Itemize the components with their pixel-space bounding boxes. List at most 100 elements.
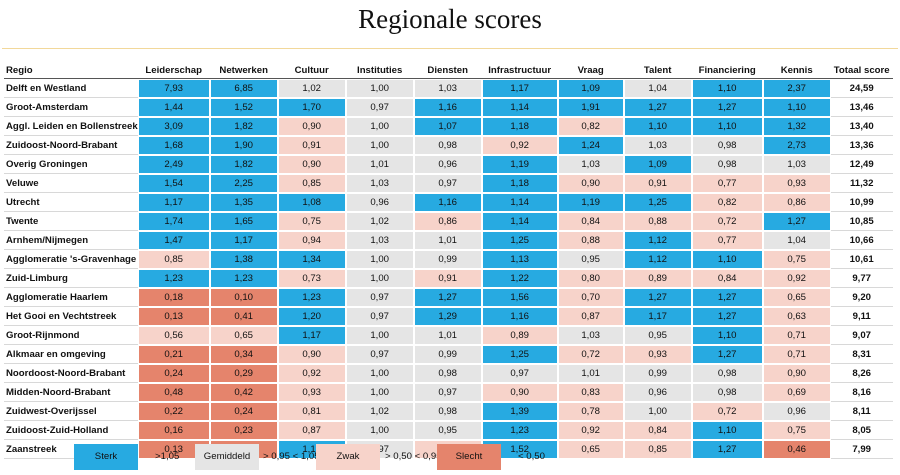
total-score-cell: 8,16 bbox=[830, 383, 893, 402]
score-cell: 0,90 bbox=[481, 383, 558, 402]
score-cell: 0,10 bbox=[209, 288, 278, 307]
score-cell: 0,75 bbox=[762, 250, 831, 269]
score-cell: 1,27 bbox=[413, 288, 482, 307]
score-cell: 1,74 bbox=[137, 212, 210, 231]
score-cell: 0,91 bbox=[623, 174, 692, 193]
score-cell: 0,24 bbox=[209, 402, 278, 421]
score-cell: 1,16 bbox=[413, 193, 482, 212]
score-cell: 0,89 bbox=[481, 326, 558, 345]
score-cell: 1,00 bbox=[345, 383, 414, 402]
score-cell: 0,97 bbox=[345, 345, 414, 364]
page-title: Regionale scores bbox=[358, 4, 542, 34]
score-cell: 1,22 bbox=[481, 269, 558, 288]
score-cell: 1,10 bbox=[691, 326, 763, 345]
score-cell: 1,27 bbox=[762, 212, 831, 231]
score-cell: 1,08 bbox=[277, 193, 346, 212]
total-score-cell: 8,11 bbox=[830, 402, 893, 421]
score-cell: 1,23 bbox=[209, 269, 278, 288]
score-cell: 1,44 bbox=[137, 98, 210, 117]
score-cell: 3,09 bbox=[137, 117, 210, 136]
score-cell: 1,27 bbox=[691, 307, 763, 326]
score-cell: 1,27 bbox=[623, 98, 692, 117]
score-cell: 1,17 bbox=[481, 79, 558, 98]
score-cell: 0,92 bbox=[557, 421, 624, 440]
total-score-cell: 10,61 bbox=[830, 250, 893, 269]
legend-swatch-zwak: Zwak bbox=[316, 444, 380, 470]
table-row: Zuid-Limburg 1,23 1,23 0,73 1,00 0,91 1,22 0,80… bbox=[4, 269, 893, 288]
score-cell: 0,78 bbox=[557, 402, 624, 421]
column-header: Talent bbox=[623, 63, 692, 79]
score-cell: 0,89 bbox=[623, 269, 692, 288]
column-header: Totaal score bbox=[830, 63, 893, 79]
score-cell: 0,90 bbox=[277, 345, 346, 364]
total-score-cell: 8,05 bbox=[830, 421, 893, 440]
score-cell: 1,38 bbox=[209, 250, 278, 269]
score-cell: 1,18 bbox=[481, 174, 558, 193]
score-cell: 0,86 bbox=[413, 212, 482, 231]
score-cell: 1,23 bbox=[481, 421, 558, 440]
score-cell: 0,98 bbox=[413, 364, 482, 383]
score-cell: 1,03 bbox=[557, 155, 624, 174]
score-cell: 1,00 bbox=[345, 136, 414, 155]
score-cell: 0,96 bbox=[762, 402, 831, 421]
score-cell: 1,00 bbox=[345, 421, 414, 440]
score-cell: 2,49 bbox=[137, 155, 210, 174]
score-cell: 1,34 bbox=[277, 250, 346, 269]
score-cell: 1,70 bbox=[277, 98, 346, 117]
score-cell: 1,12 bbox=[623, 231, 692, 250]
score-cell: 0,99 bbox=[623, 364, 692, 383]
score-cell: 0,93 bbox=[623, 345, 692, 364]
score-cell: 0,90 bbox=[557, 174, 624, 193]
score-cell: 0,90 bbox=[277, 117, 346, 136]
score-cell: 0,71 bbox=[762, 345, 831, 364]
score-cell: 0,98 bbox=[691, 383, 763, 402]
score-cell: 0,81 bbox=[277, 402, 346, 421]
score-cell: 1,02 bbox=[345, 402, 414, 421]
score-cell: 0,71 bbox=[762, 326, 831, 345]
score-cell: 0,82 bbox=[691, 193, 763, 212]
scores-table: Regio Leiderschap Netwerken Cultuur Inst… bbox=[4, 63, 893, 459]
score-cell: 1,00 bbox=[623, 402, 692, 421]
column-header: Cultuur bbox=[277, 63, 346, 79]
score-cell: 1,91 bbox=[557, 98, 624, 117]
score-cell: 0,34 bbox=[209, 345, 278, 364]
score-cell: 1,18 bbox=[481, 117, 558, 136]
score-cell: 1,00 bbox=[345, 269, 414, 288]
table-row: Delft en Westland 7,93 6,85 1,02 1,00 1,03 1,1… bbox=[4, 79, 893, 98]
score-cell: 0,84 bbox=[557, 212, 624, 231]
score-cell: 1,01 bbox=[413, 231, 482, 250]
total-score-cell: 13,46 bbox=[830, 98, 893, 117]
score-cell: 0,75 bbox=[762, 421, 831, 440]
score-cell: 1,10 bbox=[691, 250, 763, 269]
score-cell: 1,25 bbox=[623, 193, 692, 212]
score-cell: 0,92 bbox=[481, 136, 558, 155]
total-score-cell: 9,77 bbox=[830, 269, 893, 288]
score-cell: 0,96 bbox=[623, 383, 692, 402]
score-cell: 0,41 bbox=[209, 307, 278, 326]
score-cell: 0,90 bbox=[277, 155, 346, 174]
score-cell: 1,10 bbox=[691, 117, 763, 136]
header-row: Regio Leiderschap Netwerken Cultuur Inst… bbox=[4, 63, 893, 79]
score-cell: 1,27 bbox=[691, 288, 763, 307]
score-cell: 1,01 bbox=[557, 364, 624, 383]
score-cell: 0,70 bbox=[557, 288, 624, 307]
region-name: Delft en Westland bbox=[4, 79, 138, 98]
score-cell: 1,19 bbox=[557, 193, 624, 212]
score-cell: 0,22 bbox=[137, 402, 210, 421]
column-header: Kennis bbox=[762, 63, 831, 79]
legend-range-zwak: > 0,50 < 0,95 bbox=[385, 451, 442, 462]
score-cell: 1,00 bbox=[345, 250, 414, 269]
score-cell: 0,98 bbox=[691, 364, 763, 383]
score-cell: 1,10 bbox=[623, 117, 692, 136]
score-cell: 0,82 bbox=[557, 117, 624, 136]
score-cell: 0,18 bbox=[137, 288, 210, 307]
region-name: Zuid-Limburg bbox=[4, 269, 138, 288]
score-cell: 1,04 bbox=[623, 79, 692, 98]
score-cell: 1,19 bbox=[481, 155, 558, 174]
score-cell: 1,23 bbox=[137, 269, 210, 288]
score-cell: 0,83 bbox=[557, 383, 624, 402]
score-cell: 0,98 bbox=[691, 136, 763, 155]
score-cell: 0,95 bbox=[623, 326, 692, 345]
region-name: Alkmaar en omgeving bbox=[4, 345, 138, 364]
column-header: Regio bbox=[4, 63, 138, 79]
